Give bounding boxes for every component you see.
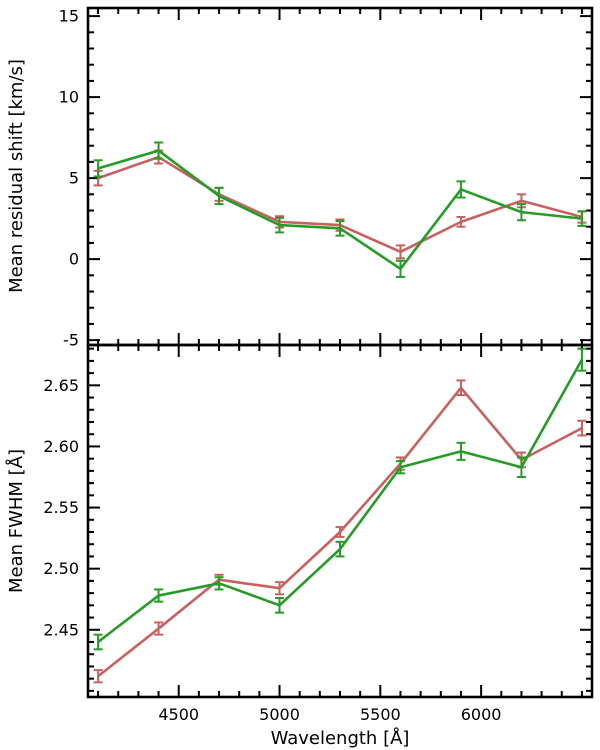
top-ytick-label: 10: [59, 88, 79, 107]
bottom-ytick-label: 2.45: [43, 620, 79, 639]
bottom-xtick-labels: 4500 5000 5500 6000: [158, 705, 501, 724]
panel-top: -5 0 5 10 15: [59, 6, 594, 350]
series-green-top: [93, 141, 587, 278]
top-ytick-label: 0: [69, 250, 79, 269]
series-green-line: [97, 359, 584, 644]
series-red-bottom: [93, 379, 587, 684]
series-red-line: [97, 155, 583, 254]
x-axis-label: Wavelength [Å]: [271, 727, 410, 749]
series-green-bottom: [93, 347, 587, 651]
top-frame: [86, 6, 594, 347]
top-ytick-label: 15: [59, 7, 79, 26]
bottom-ytick-label: 2.55: [43, 498, 79, 517]
bottom-ytick-label: 2.50: [43, 559, 79, 578]
bottom-ytick-label: 2.60: [43, 437, 79, 456]
plot-content: -5 0 5 10 15 2.45 2.50 2.55 2.60 2.65 4500 5000 5500…: [43, 6, 594, 724]
bottom-ticks: [88, 345, 592, 697]
bottom-xtick-label: 5500: [360, 705, 401, 724]
top-ytick-label: -5: [63, 331, 79, 350]
bottom-ytick-label: 2.65: [43, 376, 79, 395]
bottom-y-axis-label: Mean FWHM [Å]: [5, 449, 27, 593]
bottom-ytick-labels: 2.45 2.50 2.55 2.60 2.65: [43, 376, 79, 639]
bottom-xtick-label: 6000: [461, 705, 502, 724]
bottom-frame: [86, 343, 594, 699]
top-y-axis-label: Mean residual shift [km/s]: [6, 59, 27, 293]
series-red-top: [93, 149, 587, 260]
bottom-xtick-label: 5000: [259, 705, 300, 724]
top-ticks: [88, 8, 592, 345]
bottom-xtick-label: 4500: [158, 705, 199, 724]
series-red-line: [97, 386, 583, 678]
series-green-line: [97, 149, 583, 271]
top-ytick-labels: -5 0 5 10 15: [59, 7, 79, 350]
top-ytick-label: 5: [69, 169, 79, 188]
panel-bottom: 2.45 2.50 2.55 2.60 2.65 4500 5000 5500 6000: [43, 343, 594, 724]
